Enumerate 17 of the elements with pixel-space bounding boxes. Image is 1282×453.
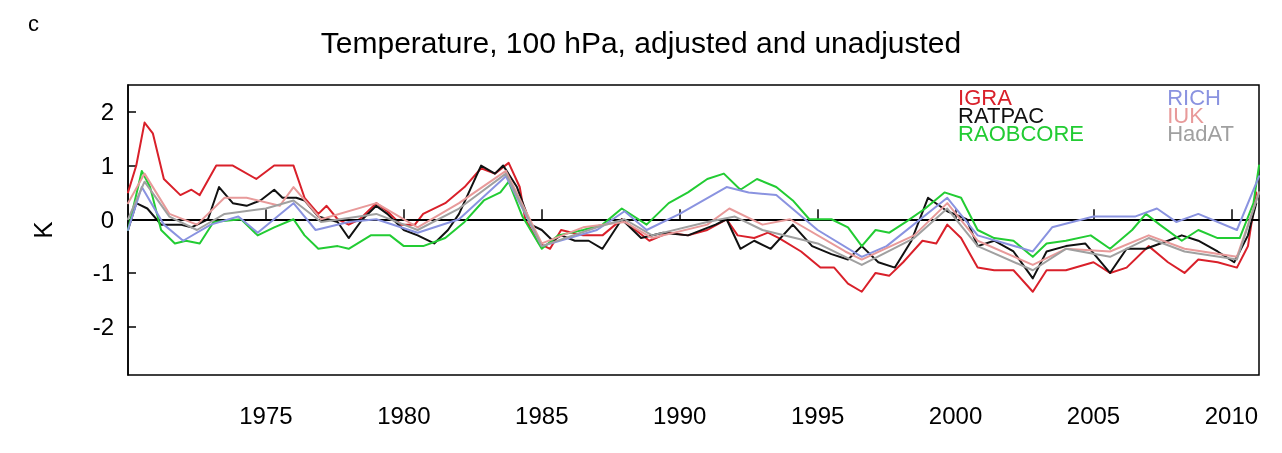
- x-tick-label: 2005: [1066, 401, 1121, 429]
- y-tick-label: 2: [100, 98, 114, 126]
- x-tick-label: 2000: [928, 401, 983, 429]
- chart-title: Temperature, 100 hPa, adjusted and unadjusted: [320, 25, 962, 59]
- x-tick-label: 1990: [653, 401, 707, 429]
- x-tick-label: 1975: [239, 401, 293, 429]
- x-tick-label: 2010: [1204, 401, 1259, 429]
- y-tick-label: -1: [92, 259, 114, 287]
- text: c: [28, 10, 39, 36]
- x-tick-label: 1995: [790, 401, 845, 429]
- x-tick-label: 1985: [515, 401, 569, 429]
- y-axis-title: K: [28, 220, 58, 239]
- y-tick-label: -2: [92, 313, 114, 341]
- y-tick-label: 0: [100, 205, 114, 233]
- line-series: [127, 121, 1258, 293]
- y-tick-label: 1: [100, 152, 114, 180]
- x-tick-label: 1980: [377, 401, 431, 429]
